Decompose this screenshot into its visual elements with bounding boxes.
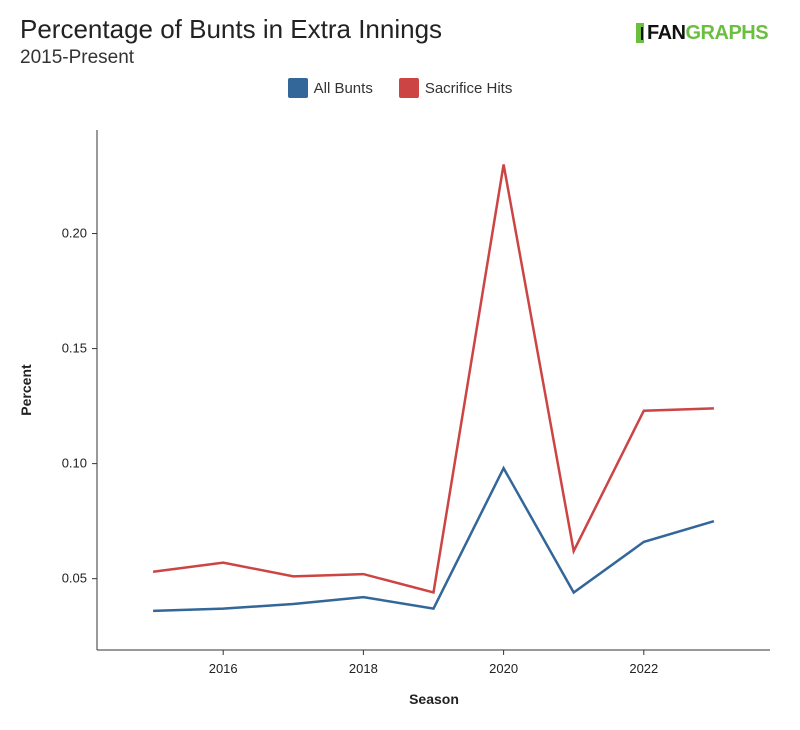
series-lines [152, 164, 715, 613]
chart-subtitle: 2015-Present [20, 47, 135, 68]
x-tick-label: 2018 [349, 661, 378, 676]
logo-text-graphs: GRAPHS [685, 21, 769, 44]
chart-legend: All Bunts Sacrifice Hits [0, 78, 800, 98]
y-axis-label: Percent [18, 364, 34, 416]
legend-item-all-bunts[interactable]: All Bunts [287, 78, 373, 98]
fangraphs-logo: FANGRAPHS [636, 20, 769, 46]
chart-title: Percentage of Bunts in Extra Innings [20, 14, 443, 44]
series-line-all-bunts [153, 465, 715, 613]
legend-item-sacrifice-hits[interactable]: Sacrifice Hits [398, 78, 513, 98]
y-tick-label: 0.05 [62, 571, 87, 586]
legend-swatch-all-bunts [287, 78, 308, 98]
legend-swatch-sacrifice-hits [398, 78, 419, 98]
x-axis-label: Season [409, 691, 459, 707]
x-tick-label: 2020 [489, 661, 518, 676]
y-tick-label: 0.20 [62, 226, 87, 241]
logo-text-fan: FAN [647, 21, 686, 44]
legend-label-all-bunts: All Bunts [313, 79, 373, 97]
legend-label-sacrifice-hits: Sacrifice Hits [424, 79, 513, 97]
x-tick-label: 2016 [209, 661, 238, 676]
batter-icon [636, 23, 644, 43]
y-tick-label: 0.15 [62, 341, 87, 356]
series-line-sacrifice-hits [152, 164, 714, 595]
x-tick-label: 2022 [629, 661, 658, 676]
axes: 2016 2018 2020 2022 0.05 0.10 0.15 0.20 [62, 130, 770, 676]
y-tick-label: 0.10 [62, 456, 87, 471]
